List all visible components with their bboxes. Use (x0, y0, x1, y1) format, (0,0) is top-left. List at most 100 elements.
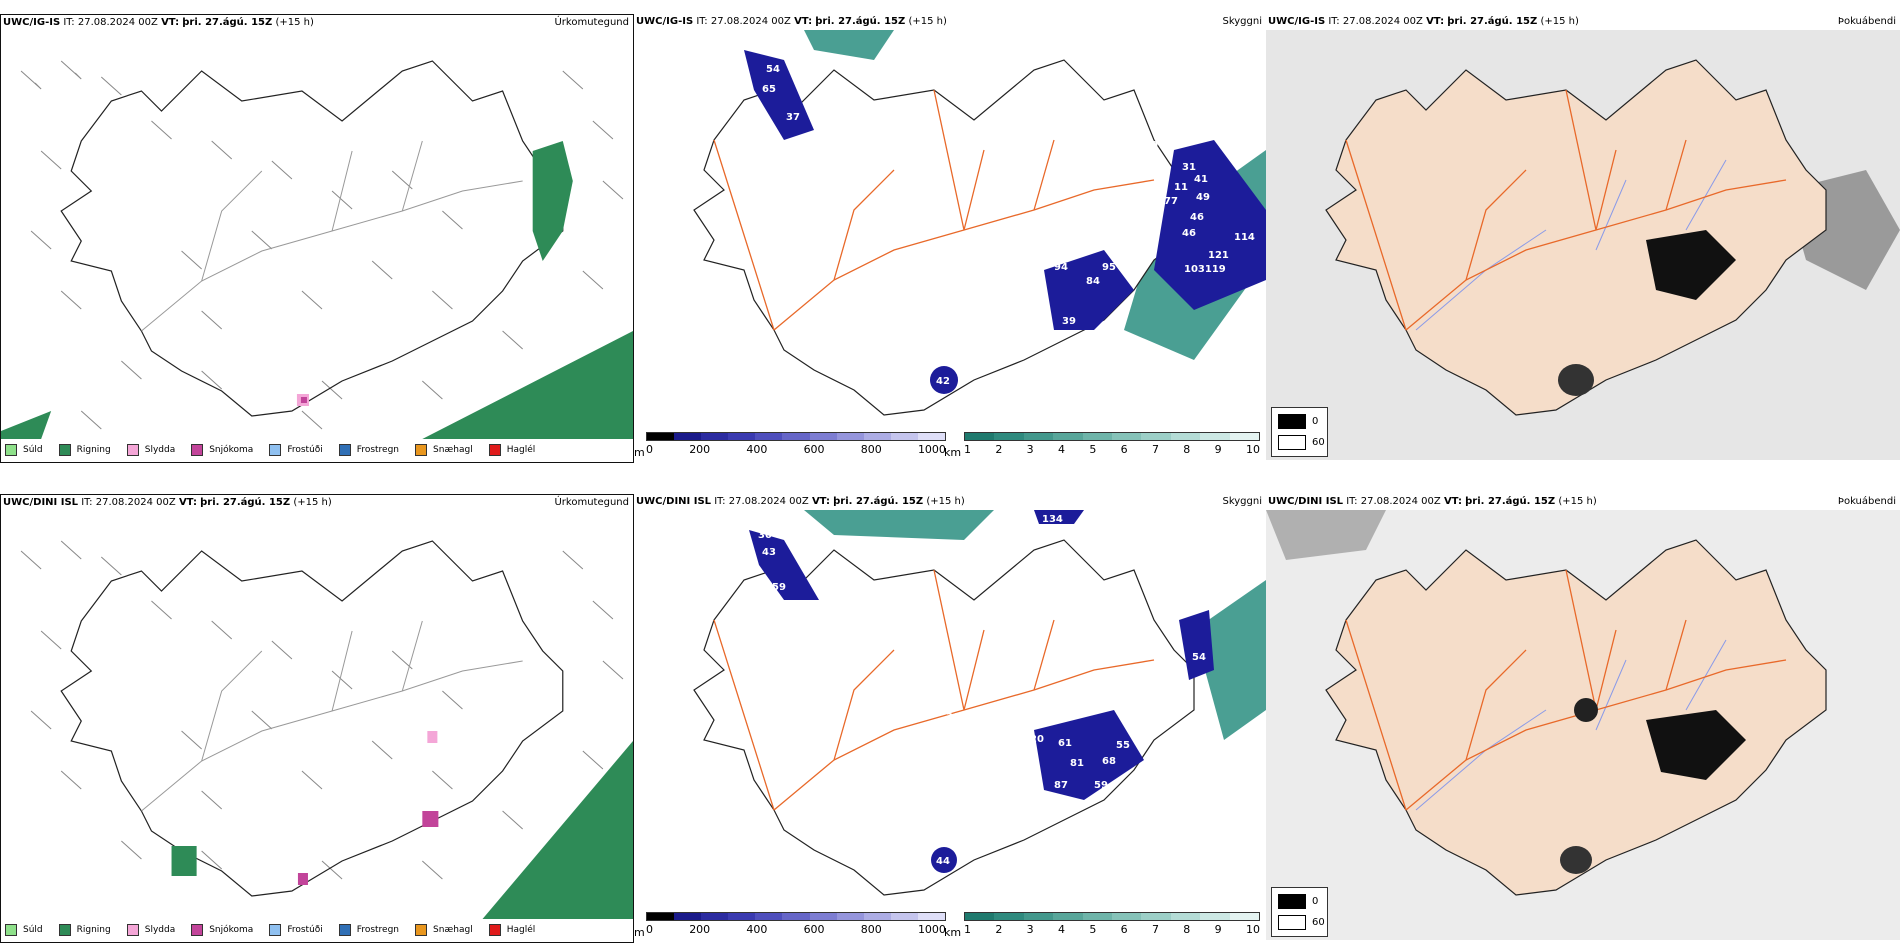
cloud-label: 59 (1094, 780, 1108, 791)
legend-item-hail: Haglél (488, 924, 535, 936)
panel-kind-label: Skyggni (1222, 496, 1262, 507)
iceland-coastline (60, 540, 564, 897)
panel-title: UWC/IG-IS IT: 27.08.2024 00Z VT: þri. 27… (636, 16, 947, 27)
legend-item-hail: Haglél (488, 444, 535, 456)
low-cloud-southeast (1044, 250, 1134, 330)
cloud-label: 87 (1054, 780, 1068, 791)
cloud-label: 11 (1174, 182, 1188, 193)
cloud-label: 30 (758, 530, 772, 541)
fog-legend-black-swatch (1278, 414, 1306, 429)
freezing-drizzle-swatch (269, 444, 282, 456)
rain-south-west (171, 846, 197, 876)
legend-item-snow: Snjókoma (191, 924, 253, 936)
cloud-label: 325 (1024, 236, 1045, 247)
roads (141, 620, 523, 812)
precip-legend: Súld Rigning Slydda Snjókoma Frostúði Fr… (5, 441, 629, 459)
legend-item-snow-grains: Snæhagl (415, 444, 473, 456)
cloud-label: 77 (1164, 196, 1178, 207)
low-cloud-north (1034, 510, 1084, 524)
fog-glacier (1646, 230, 1736, 300)
fog-sea-dark (1266, 510, 1386, 560)
cloud-label: 134 (1042, 514, 1063, 525)
ceiling-colorbar-bar (646, 912, 946, 921)
cloud-label: 42 (936, 376, 950, 387)
fog-legend-black-swatch (1278, 894, 1306, 909)
legend-item-freezing-rain: Frostregn (338, 444, 399, 456)
fog-panel-top: UWC/IG-IS IT: 27.08.2024 00Z VT: þri. 27… (1266, 14, 1900, 463)
cloud-label: 44 (936, 856, 950, 867)
precip-type-panel-top: UWC/IG-IS IT: 27.08.2024 00Z VT: þri. 27… (0, 14, 634, 463)
panel-kind-label: Þokuábendi (1837, 496, 1896, 507)
freezing-rain-swatch (338, 444, 351, 456)
panel-title: UWC/IG-IS IT: 27.08.2024 00Z VT: þri. 27… (3, 17, 314, 28)
precip-type-panel-bottom: UWC/DINI ISL IT: 27.08.2024 00Z VT: þri.… (0, 494, 634, 943)
visibility-colorbar-bar (964, 432, 1260, 441)
fog-central (1574, 698, 1598, 722)
iceland-coastline (693, 539, 1195, 896)
cloud-label: 72 (1058, 804, 1072, 815)
panel-title: UWC/IG-IS IT: 27.08.2024 00Z VT: þri. 27… (1268, 16, 1579, 27)
cloud-label: 46 (1190, 212, 1204, 223)
snow-swatch (191, 444, 204, 456)
low-cloud-southeast (1034, 710, 1144, 800)
fog-glacier (1646, 710, 1746, 780)
cloud-label: 41 (1194, 174, 1208, 185)
cloud-label: 65 (762, 84, 776, 95)
ceiling-colorbar-ticks: 0 200 400 600 800 1000 (646, 443, 946, 456)
cloud-label: 94 (1054, 262, 1068, 273)
low-cloud-east (1154, 140, 1266, 310)
panel-kind-label: Úrkomutegund (554, 17, 629, 28)
wind-barbs (20, 60, 624, 430)
roads (713, 89, 1155, 331)
cloud-label: 54 (1192, 652, 1206, 663)
wind-barbs (20, 540, 624, 880)
fog-south (1560, 846, 1592, 874)
cloud-label: 95 (1102, 262, 1116, 273)
cloud-base-labels: 134 30 43 59 30 20 61 81 55 68 87 59 72 … (758, 514, 1206, 867)
cloud-label: 20 (1030, 734, 1044, 745)
cloud-label: 43 (762, 547, 776, 558)
cloud-map: 134 30 43 59 30 20 61 81 55 68 87 59 72 … (634, 510, 1266, 908)
cloud-visibility-panel-top: UWC/IG-IS IT: 27.08.2024 00Z VT: þri. 27… (634, 14, 1266, 463)
legend-item-drizzle: Súld (5, 444, 43, 456)
panel-kind-label: Úrkomutegund (554, 497, 629, 508)
cloud-label: 103119 (1184, 264, 1226, 275)
legend-item-snow: Snjókoma (191, 444, 253, 456)
cloud-visibility-panel-bottom: UWC/DINI ISL IT: 27.08.2024 00Z VT: þri.… (634, 494, 1266, 943)
rain-east (532, 141, 573, 261)
legend-item-drizzle: Súld (5, 924, 43, 936)
sleet-swatch (126, 444, 139, 456)
cloud-base-labels: 54 65 37 71 40 31 41 49 46 46 11 77 114 … (762, 64, 1255, 387)
legend-item-rain: Rigning (58, 924, 111, 936)
ceiling-colorbar-ticks: 0 200 400 600 800 1000 (646, 923, 946, 936)
snow-swatch (191, 924, 204, 936)
drizzle-swatch (5, 444, 17, 456)
cloud-label: 10 (936, 834, 950, 845)
low-cloud-south (931, 847, 957, 873)
roads (141, 140, 523, 332)
legend-item-snow-grains: Snæhagl (415, 924, 473, 936)
drizzle-swatch (5, 924, 17, 936)
cloud-label: 54 (766, 64, 780, 75)
rain-swatch (58, 924, 71, 936)
cloud-label: 84 (1086, 276, 1100, 287)
legend-item-rain: Rigning (58, 444, 111, 456)
ceiling-colorbar: 0 200 400 600 800 1000 (646, 432, 946, 456)
sleet-east (427, 731, 438, 743)
snow-grains-swatch (415, 444, 428, 456)
fog-legend-row: 0 (1278, 894, 1318, 909)
fog-legend-white-swatch (1278, 435, 1306, 450)
low-cloud-south (930, 366, 958, 394)
ceiling-colorbar-bar (646, 432, 946, 441)
ceiling-unit: m (634, 446, 645, 459)
cloud-label: 30 (946, 712, 960, 723)
iceland-land (1325, 59, 1827, 416)
cloud-label: 61 (1058, 738, 1072, 749)
cloud-label: 37 (786, 112, 800, 123)
cloud-label: 51 (1116, 244, 1130, 255)
precip-map (1, 31, 633, 439)
fog-legend-row: 0 (1278, 414, 1318, 429)
visibility-unit: km (944, 926, 962, 939)
cloud-map: 54 65 37 71 40 31 41 49 46 46 11 77 114 … (634, 30, 1266, 428)
low-cloud-northwest (744, 50, 814, 140)
